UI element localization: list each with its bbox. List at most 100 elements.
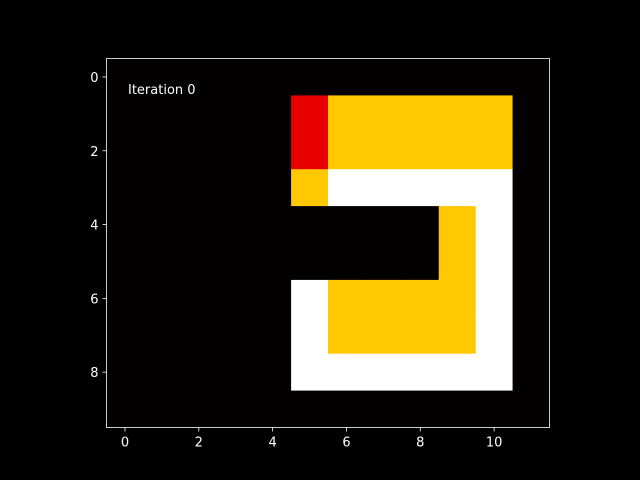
- heatmap-cell-7-6: [328, 316, 366, 355]
- heatmap-cell-0-4: [254, 58, 292, 96]
- heatmap-cell-8-3: [217, 353, 255, 391]
- heatmap-cell-7-7: [364, 316, 403, 355]
- heatmap-cell-5-3: [217, 243, 255, 281]
- heatmap-cell-1-9: [438, 95, 477, 133]
- heatmap-cell-9-4: [254, 390, 292, 428]
- heatmap-cell-0-6: [328, 58, 366, 96]
- heatmap-cell-2-0: [106, 132, 144, 170]
- heatmap-cell-2-9: [438, 132, 477, 170]
- heatmap-cell-4-3: [217, 206, 255, 244]
- heatmap-cell-2-5: [291, 132, 329, 170]
- heatmap-cell-5-9: [438, 243, 477, 281]
- heatmap-cell-4-6: [328, 206, 366, 244]
- heatmap-cell-9-11: [512, 390, 550, 428]
- heatmap-cell-2-8: [401, 132, 440, 170]
- heatmap-cell-2-2: [180, 132, 218, 170]
- heatmap-cell-6-9: [438, 279, 477, 318]
- y-tick-label: 8: [90, 366, 98, 381]
- heatmap-cell-6-8: [401, 279, 440, 318]
- heatmap-cell-1-8: [401, 95, 440, 133]
- heatmap-cell-3-7: [364, 169, 403, 207]
- x-tick-label: 6: [342, 436, 350, 451]
- heatmap-cell-6-4: [254, 279, 292, 318]
- heatmap-cell-7-3: [217, 316, 255, 355]
- heatmap-cell-6-7: [364, 279, 403, 318]
- heatmap-cell-0-11: [512, 58, 550, 96]
- heatmap-cell-1-1: [143, 95, 181, 133]
- heatmap-cell-9-2: [180, 390, 218, 428]
- heatmap-cell-7-9: [438, 316, 477, 355]
- heatmap-cell-4-11: [512, 206, 550, 244]
- heatmap-cell-5-7: [364, 243, 403, 281]
- heatmap-cell-1-11: [512, 95, 550, 133]
- heatmap-cell-4-2: [180, 206, 218, 244]
- heatmap-cell-7-4: [254, 316, 292, 355]
- heatmap-cell-6-11: [512, 279, 550, 318]
- heatmap-cell-8-2: [180, 353, 218, 391]
- heatmap-cell-8-0: [106, 353, 144, 391]
- y-axis: 0 2 4 6 8: [90, 71, 107, 381]
- heatmap-cell-1-0: [106, 95, 144, 133]
- heatmap-cell-6-1: [143, 279, 181, 318]
- heatmap-cell-9-10: [475, 390, 513, 428]
- heatmap-cell-7-11: [512, 316, 550, 355]
- heatmap-cell-0-2: [180, 58, 218, 96]
- x-tick-label: 0: [121, 436, 129, 451]
- heatmap-cell-4-7: [364, 206, 403, 244]
- heatmap-cell-1-3: [217, 95, 255, 133]
- heatmap-cell-4-9: [438, 206, 477, 244]
- iteration-label: Iteration 0: [128, 83, 196, 98]
- heatmap-cell-1-4: [254, 95, 292, 133]
- heatmap-cell-8-6: [328, 353, 366, 391]
- heatmap-cell-5-10: [475, 243, 513, 281]
- heatmap-cell-4-1: [143, 206, 181, 244]
- heatmap-cell-4-10: [475, 206, 513, 244]
- y-tick-label: 6: [90, 292, 98, 307]
- heatmap-cell-8-8: [401, 353, 440, 391]
- heatmap-cell-0-7: [364, 58, 403, 96]
- heatmap-cell-5-5: [291, 243, 329, 281]
- heatmap-cell-3-11: [512, 169, 550, 207]
- heatmap-cell-2-1: [143, 132, 181, 170]
- heatmap-cell-6-0: [106, 279, 144, 318]
- heatmap-cell-6-10: [475, 279, 513, 318]
- heatmap-cell-3-9: [438, 169, 477, 207]
- heatmap-cell-7-8: [401, 316, 440, 355]
- heatmap-cell-7-1: [143, 316, 181, 355]
- heatmap-cell-6-6: [328, 279, 366, 318]
- heatmap-cell-5-0: [106, 243, 144, 281]
- heatmap-cell-5-8: [401, 243, 440, 281]
- y-tick-label: 4: [90, 219, 98, 234]
- heatmap-cell-6-3: [217, 279, 255, 318]
- heatmap-cell-4-0: [106, 206, 144, 244]
- heatmap-cell-2-10: [475, 132, 513, 170]
- heatmap-cell-5-11: [512, 243, 550, 281]
- heatmap-cell-9-6: [328, 390, 366, 428]
- heatmap-cell-9-0: [106, 390, 144, 428]
- heatmap-cell-0-8: [401, 58, 440, 96]
- heatmap-cell-5-4: [254, 243, 292, 281]
- heatmap-cell-2-7: [364, 132, 403, 170]
- heatmap-cell-1-7: [364, 95, 403, 133]
- heatmap-cell-3-10: [475, 169, 513, 207]
- x-axis: 0 2 4 6 8 10: [121, 427, 503, 451]
- heatmap-cells: [106, 58, 550, 428]
- heatmap-cell-0-1: [143, 58, 181, 96]
- heatmap-cell-8-4: [254, 353, 292, 391]
- heatmap-cell-3-8: [401, 169, 440, 207]
- heatmap-cell-0-3: [217, 58, 255, 96]
- heatmap-cell-1-6: [328, 95, 366, 133]
- heatmap-cell-1-10: [475, 95, 513, 133]
- heatmap-cell-3-1: [143, 169, 181, 207]
- heatmap-cell-2-3: [217, 132, 255, 170]
- heatmap-cell-5-1: [143, 243, 181, 281]
- heatmap-cell-8-10: [475, 353, 513, 391]
- heatmap-cell-8-1: [143, 353, 181, 391]
- x-tick-label: 10: [486, 436, 503, 451]
- heatmap-cell-0-10: [475, 58, 513, 96]
- heatmap-cell-0-9: [438, 58, 477, 96]
- x-tick-label: 8: [416, 436, 424, 451]
- y-tick-label: 0: [90, 71, 98, 86]
- heatmap-cell-2-6: [328, 132, 366, 170]
